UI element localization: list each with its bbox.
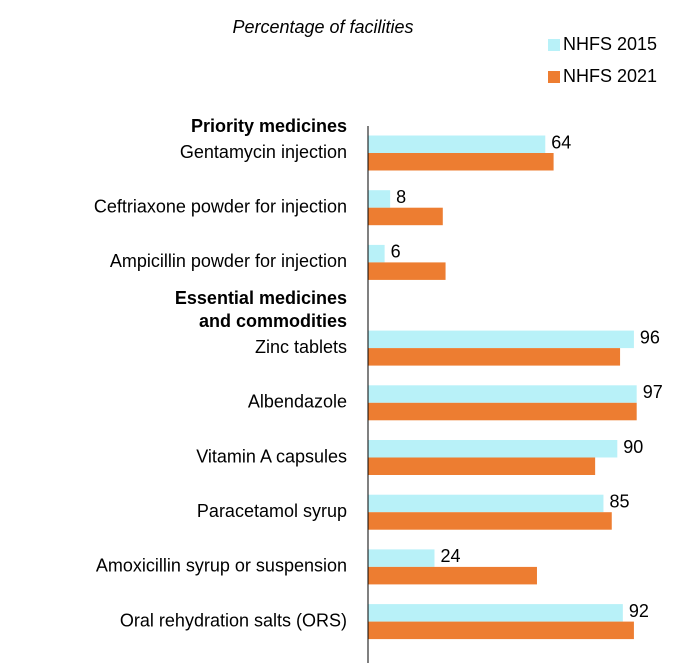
group-header: Priority medicines xyxy=(191,116,347,136)
bar xyxy=(368,330,634,349)
legend-swatch xyxy=(548,71,560,83)
value-label: 97 xyxy=(643,382,663,402)
value-label: 24 xyxy=(440,546,460,566)
category-label: Zinc tablets xyxy=(255,337,347,357)
category-label: Vitamin A capsules xyxy=(196,446,347,466)
category-label: Ampicillin powder for injection xyxy=(110,251,347,271)
value-label: 96 xyxy=(640,327,660,347)
value-label: 8 xyxy=(396,187,406,207)
category-label: Albendazole xyxy=(248,392,347,412)
value-label: 92 xyxy=(629,601,649,621)
value-label: 85 xyxy=(609,491,629,511)
bar xyxy=(368,385,637,403)
category-label: Paracetamol syrup xyxy=(197,501,347,521)
bar xyxy=(368,207,443,226)
axis-title: Percentage of facilities xyxy=(232,17,413,37)
bar xyxy=(368,457,596,475)
bar xyxy=(368,549,435,567)
category-label: Ceftriaxone powder for injection xyxy=(94,196,347,216)
bar xyxy=(368,348,621,366)
value-label: 6 xyxy=(391,242,401,262)
category-label: Gentamycin injection xyxy=(180,142,347,162)
value-label: 64 xyxy=(551,132,571,152)
legend-swatch xyxy=(548,39,560,51)
bar xyxy=(368,566,537,585)
legend-label: NHFS 2021 xyxy=(563,66,657,86)
bar xyxy=(368,494,604,513)
category-label: Oral rehydration salts (ORS) xyxy=(120,610,347,630)
bar xyxy=(368,190,391,208)
group-header: Essential medicines xyxy=(175,288,347,308)
bar xyxy=(368,621,634,640)
bar xyxy=(368,512,612,530)
bar xyxy=(368,262,446,280)
bar xyxy=(368,153,554,171)
bar xyxy=(368,244,385,263)
bar xyxy=(368,135,546,153)
bar xyxy=(368,604,623,622)
legend-label: NHFS 2015 xyxy=(563,34,657,54)
bar xyxy=(368,402,637,421)
group-header: and commodities xyxy=(199,311,347,331)
bar xyxy=(368,440,618,458)
value-label: 90 xyxy=(623,437,643,457)
category-label: Amoxicillin syrup or suspension xyxy=(96,556,347,576)
